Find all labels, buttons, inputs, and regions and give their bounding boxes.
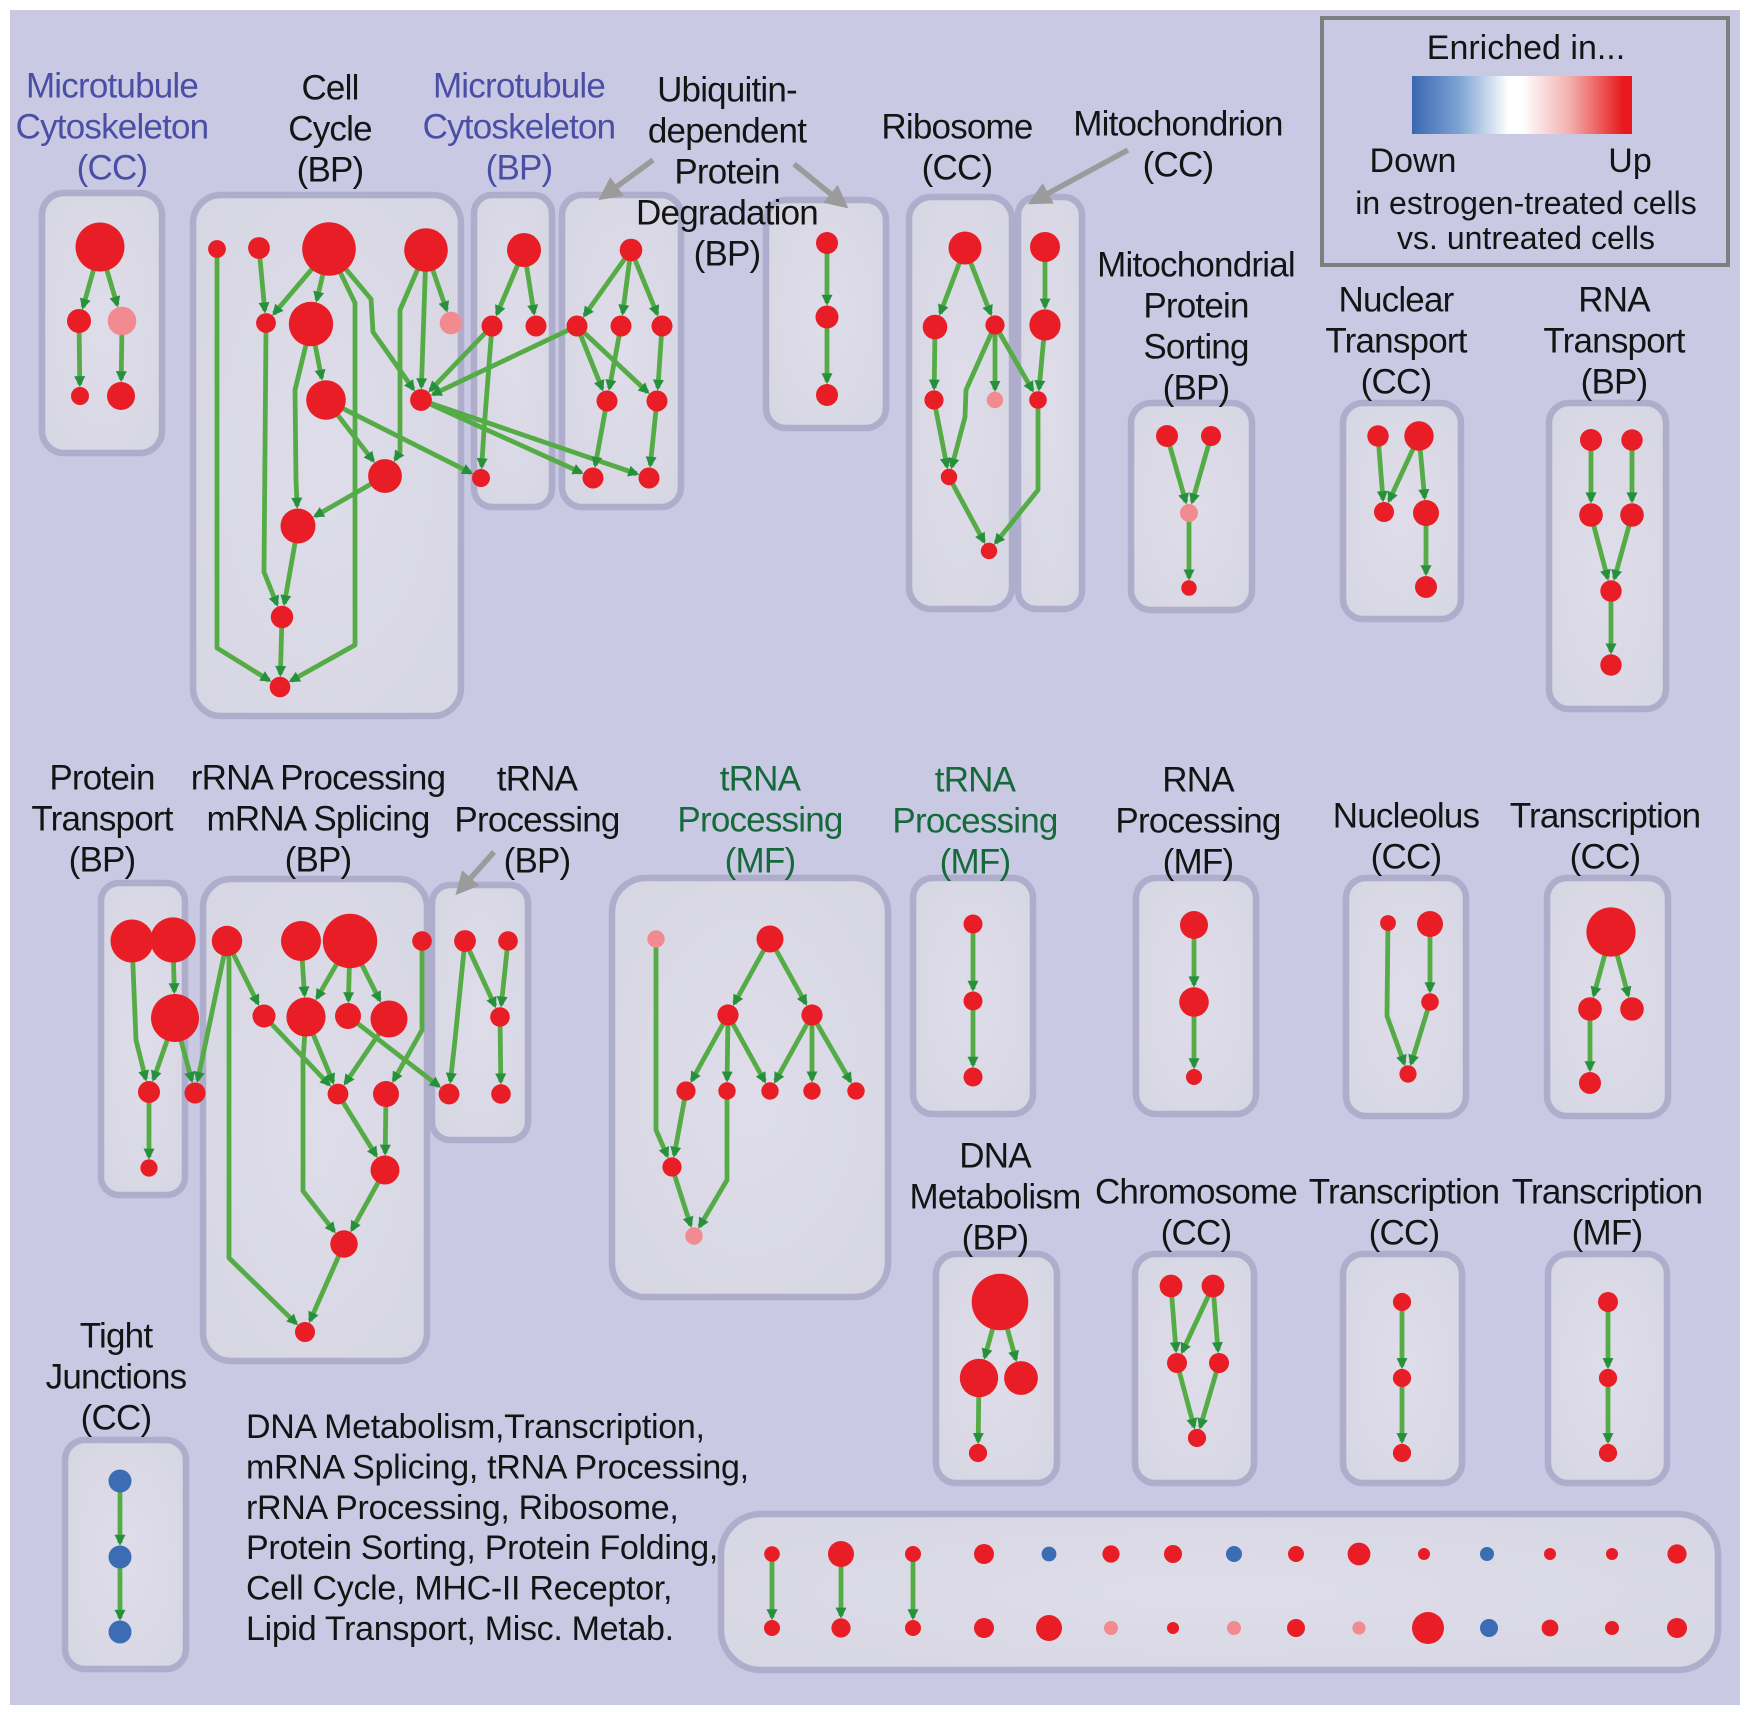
svg-text:(CC): (CC): [77, 149, 148, 188]
svg-text:Transcription: Transcription: [1512, 1173, 1703, 1212]
svg-text:(MF): (MF): [725, 842, 796, 881]
svg-text:(CC): (CC): [922, 149, 993, 188]
svg-text:(CC): (CC): [1371, 838, 1442, 877]
svg-text:Nucleolus: Nucleolus: [1333, 797, 1480, 836]
svg-text:mRNA Splicing: mRNA Splicing: [206, 800, 429, 839]
svg-text:Transport: Transport: [1543, 322, 1685, 361]
svg-text:Cytoskeleton: Cytoskeleton: [16, 108, 209, 147]
svg-text:(BP): (BP): [69, 841, 136, 880]
svg-text:(MF): (MF): [1572, 1214, 1643, 1253]
svg-text:(BP): (BP): [486, 149, 553, 188]
svg-text:Lipid Transport, Misc. Metab.: Lipid Transport, Misc. Metab.: [246, 1610, 674, 1648]
svg-text:(CC): (CC): [1361, 363, 1432, 402]
svg-text:Processing: Processing: [677, 801, 842, 840]
svg-text:(CC): (CC): [1570, 838, 1641, 877]
svg-text:(BP): (BP): [694, 235, 761, 274]
svg-text:tRNA: tRNA: [497, 760, 579, 799]
svg-text:DNA Metabolism,Transcription,: DNA Metabolism,Transcription,: [246, 1408, 705, 1446]
svg-text:mRNA Splicing, tRNA Processing: mRNA Splicing, tRNA Processing,: [246, 1448, 749, 1486]
svg-text:Cell: Cell: [301, 69, 358, 108]
svg-text:Up: Up: [1608, 142, 1651, 180]
svg-text:tRNA: tRNA: [935, 761, 1017, 800]
svg-text:Enriched in...: Enriched in...: [1427, 29, 1625, 67]
svg-text:(BP): (BP): [504, 842, 571, 881]
svg-text:(BP): (BP): [297, 151, 364, 190]
svg-text:rRNA Processing, Ribosome,: rRNA Processing, Ribosome,: [246, 1489, 678, 1527]
svg-text:Protein Sorting, Protein Foldi: Protein Sorting, Protein Folding,: [246, 1529, 718, 1567]
svg-text:(CC): (CC): [1143, 146, 1214, 185]
svg-text:(BP): (BP): [1581, 363, 1648, 402]
svg-text:Cytoskeleton: Cytoskeleton: [423, 108, 616, 147]
svg-text:Transcription: Transcription: [1309, 1173, 1500, 1212]
svg-text:in estrogen-treated cells: in estrogen-treated cells: [1355, 185, 1697, 221]
svg-text:dependent: dependent: [648, 112, 807, 151]
svg-text:(CC): (CC): [1369, 1214, 1440, 1253]
svg-text:Tight: Tight: [80, 1317, 154, 1356]
svg-text:Microtubule: Microtubule: [433, 67, 605, 106]
svg-text:Down: Down: [1370, 142, 1457, 180]
svg-text:Cycle: Cycle: [288, 110, 372, 149]
svg-text:Transport: Transport: [1325, 322, 1467, 361]
svg-text:RNA: RNA: [1162, 761, 1235, 800]
svg-text:Processing: Processing: [892, 802, 1057, 841]
svg-text:Nuclear: Nuclear: [1338, 281, 1454, 320]
svg-text:Ribosome: Ribosome: [881, 108, 1032, 147]
svg-text:Sorting: Sorting: [1143, 328, 1248, 367]
svg-text:rRNA Processing: rRNA Processing: [191, 759, 445, 798]
svg-text:Ubiquitin-: Ubiquitin-: [657, 71, 797, 110]
svg-text:Microtubule: Microtubule: [26, 67, 198, 106]
svg-text:Processing: Processing: [454, 801, 619, 840]
svg-text:vs. untreated cells: vs. untreated cells: [1397, 220, 1655, 256]
svg-text:Protein: Protein: [49, 759, 154, 798]
svg-text:Protein: Protein: [1143, 287, 1248, 326]
svg-text:Mitochondrial: Mitochondrial: [1097, 246, 1295, 285]
svg-text:(CC): (CC): [81, 1399, 152, 1438]
svg-text:Protein: Protein: [674, 153, 779, 192]
svg-text:(BP): (BP): [962, 1219, 1029, 1258]
svg-text:Metabolism: Metabolism: [910, 1178, 1081, 1217]
svg-text:(BP): (BP): [1163, 369, 1230, 408]
svg-text:Transport: Transport: [31, 800, 173, 839]
svg-text:(MF): (MF): [1163, 843, 1234, 882]
svg-text:(MF): (MF): [940, 843, 1011, 882]
svg-text:Processing: Processing: [1115, 802, 1280, 841]
svg-text:Mitochondrion: Mitochondrion: [1073, 105, 1282, 144]
svg-text:DNA: DNA: [959, 1137, 1032, 1176]
svg-text:RNA: RNA: [1578, 281, 1651, 320]
svg-text:(CC): (CC): [1161, 1214, 1232, 1253]
svg-text:Degradation: Degradation: [636, 194, 818, 233]
svg-text:tRNA: tRNA: [720, 760, 802, 799]
svg-text:Junctions: Junctions: [46, 1358, 187, 1397]
svg-text:Cell Cycle, MHC-II Receptor,: Cell Cycle, MHC-II Receptor,: [246, 1570, 672, 1608]
svg-text:Chromosome: Chromosome: [1095, 1173, 1297, 1212]
svg-text:(BP): (BP): [285, 841, 352, 880]
svg-text:Transcription: Transcription: [1510, 797, 1701, 836]
